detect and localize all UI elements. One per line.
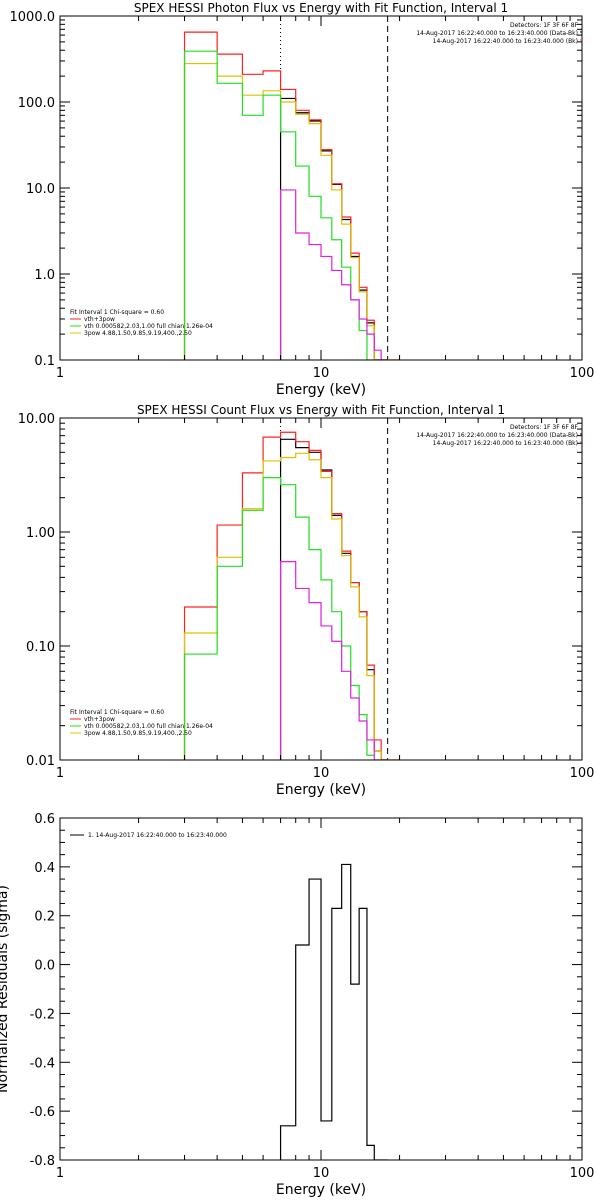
series-group bbox=[183, 31, 400, 360]
chart-panel-1: SPEX HESSI Photon Flux vs Energy with Fi… bbox=[10, 1, 595, 398]
x-tick-label: 10 bbox=[313, 1166, 330, 1181]
series-magenta bbox=[279, 560, 388, 760]
fit-legend-line: vth+3pow bbox=[84, 316, 115, 323]
y-tick-label: 1.0 bbox=[34, 268, 55, 283]
fit-legend-line: vth+3pow bbox=[84, 716, 115, 723]
y-tick-label: 0.0 bbox=[34, 959, 55, 974]
x-tick-label: 100 bbox=[570, 1166, 595, 1181]
chart-panel-3: 1 10 100 Energy (keV) -0.8 -0.6 -0.4 -0.2 0.0 0.2… bbox=[0, 812, 594, 1198]
y-tick-label: 10.0 bbox=[26, 182, 55, 197]
fit-legend: Fit Interval 1 Chi-square = 0.60vth+3pow… bbox=[70, 309, 213, 337]
y-tick-label: 0.2 bbox=[34, 910, 55, 925]
x-tick-label: 1 bbox=[56, 1166, 64, 1181]
x-axis: 1 10 100 Energy (keV) bbox=[56, 418, 595, 798]
legend-label: 1. 14-Aug-2017 16:22:40.000 to 16:23:40.… bbox=[88, 832, 227, 839]
fit-legend-line: 3pow 4.88,1.50,9.85,9.19,400.,2.50 bbox=[84, 330, 192, 337]
annotation-line: 14-Aug-2017 16:22:40.000 to 16:23:40.000… bbox=[433, 38, 578, 45]
x-tick-label: 10 bbox=[313, 366, 330, 381]
y-tick-label: 100.0 bbox=[18, 96, 55, 111]
series-black bbox=[279, 438, 388, 760]
fit-legend-line: vth 0.000582,2.03,1.00 full chian 1.26e-… bbox=[84, 323, 213, 330]
y-axis: -0.8 -0.6 -0.4 -0.2 0.0 0.2 0.4 0.6 Normalized R… bbox=[0, 812, 582, 1169]
chart-title: SPEX HESSI Count Flux vs Energy with Fit… bbox=[137, 403, 505, 417]
series-red bbox=[183, 431, 400, 760]
y-tick-label: 0.4 bbox=[34, 861, 55, 876]
annotation-line: Detectors: 1F 3F 6F 8F bbox=[510, 424, 579, 431]
fit-legend-line: Fit Interval 1 Chi-square = 0.60 bbox=[70, 709, 164, 716]
x-axis: 1 10 100 Energy (keV) bbox=[56, 16, 595, 398]
fit-legend-line: Fit Interval 1 Chi-square = 0.60 bbox=[70, 309, 164, 316]
chart-title: SPEX HESSI Photon Flux vs Energy with Fi… bbox=[134, 1, 508, 15]
residual-legend: 1. 14-Aug-2017 16:22:40.000 to 16:23:40.… bbox=[70, 832, 227, 839]
x-axis-label: Energy (keV) bbox=[276, 782, 366, 798]
annotation-line: 14-Aug-2017 16:22:40.000 to 16:23:40.000… bbox=[416, 432, 578, 439]
series-group bbox=[279, 863, 388, 1160]
x-tick-label: 1 bbox=[56, 766, 64, 781]
series-magenta bbox=[279, 189, 388, 360]
x-axis-label: Energy (keV) bbox=[276, 1182, 366, 1198]
annotation-line: 14-Aug-2017 16:22:40.000 to 16:23:40.000… bbox=[416, 30, 578, 37]
y-tick-label: 0.01 bbox=[26, 754, 55, 769]
x-tick-label: 100 bbox=[570, 366, 595, 381]
series-group bbox=[183, 431, 400, 760]
series-green bbox=[183, 477, 375, 760]
fit-legend: Fit Interval 1 Chi-square = 0.60vth+3pow… bbox=[70, 709, 213, 737]
x-tick-label: 1 bbox=[56, 366, 64, 381]
y-axis: 0.1 1.0 10.0 100.0 1000.0 bbox=[10, 10, 582, 369]
chart-panel-2: SPEX HESSI Count Flux vs Energy with Fit… bbox=[18, 403, 595, 798]
series-yellow bbox=[183, 452, 400, 760]
series-residuals bbox=[279, 863, 388, 1160]
y-tick-label: 10.00 bbox=[18, 412, 55, 427]
x-axis: 1 10 100 Energy (keV) bbox=[56, 818, 595, 1198]
y-tick-label: -0.2 bbox=[30, 1007, 55, 1022]
annotation-line: 14-Aug-2017 16:22:40.000 to 16:23:40.000… bbox=[433, 440, 578, 447]
y-tick-label: 0.6 bbox=[34, 812, 55, 827]
y-tick-label: -0.6 bbox=[30, 1105, 55, 1120]
fit-legend-line: 3pow 4.88,1.50,9.85,9.19,400.,2.50 bbox=[84, 730, 192, 737]
y-tick-label: 1000.0 bbox=[10, 10, 56, 25]
y-tick-label: -0.4 bbox=[30, 1056, 55, 1071]
fit-legend-line: vth 0.000582,2.03,1.00 full chian 1.26e-… bbox=[84, 723, 213, 730]
x-axis-label: Energy (keV) bbox=[276, 382, 366, 398]
x-tick-label: 10 bbox=[313, 766, 330, 781]
series-yellow bbox=[183, 62, 400, 360]
y-tick-label: 1.00 bbox=[26, 526, 55, 541]
series-green bbox=[183, 50, 375, 360]
y-axis: 0.01 0.10 1.00 10.00 bbox=[18, 412, 582, 769]
x-tick-label: 100 bbox=[570, 766, 595, 781]
annotation-line: Detectors: 1F 3F 6F 8F bbox=[510, 22, 579, 29]
y-axis-label: Normalized Residuals (sigma) bbox=[0, 885, 11, 1093]
y-tick-label: 0.10 bbox=[26, 640, 55, 655]
y-tick-label: 0.1 bbox=[34, 354, 55, 369]
y-tick-label: -0.8 bbox=[30, 1154, 55, 1169]
